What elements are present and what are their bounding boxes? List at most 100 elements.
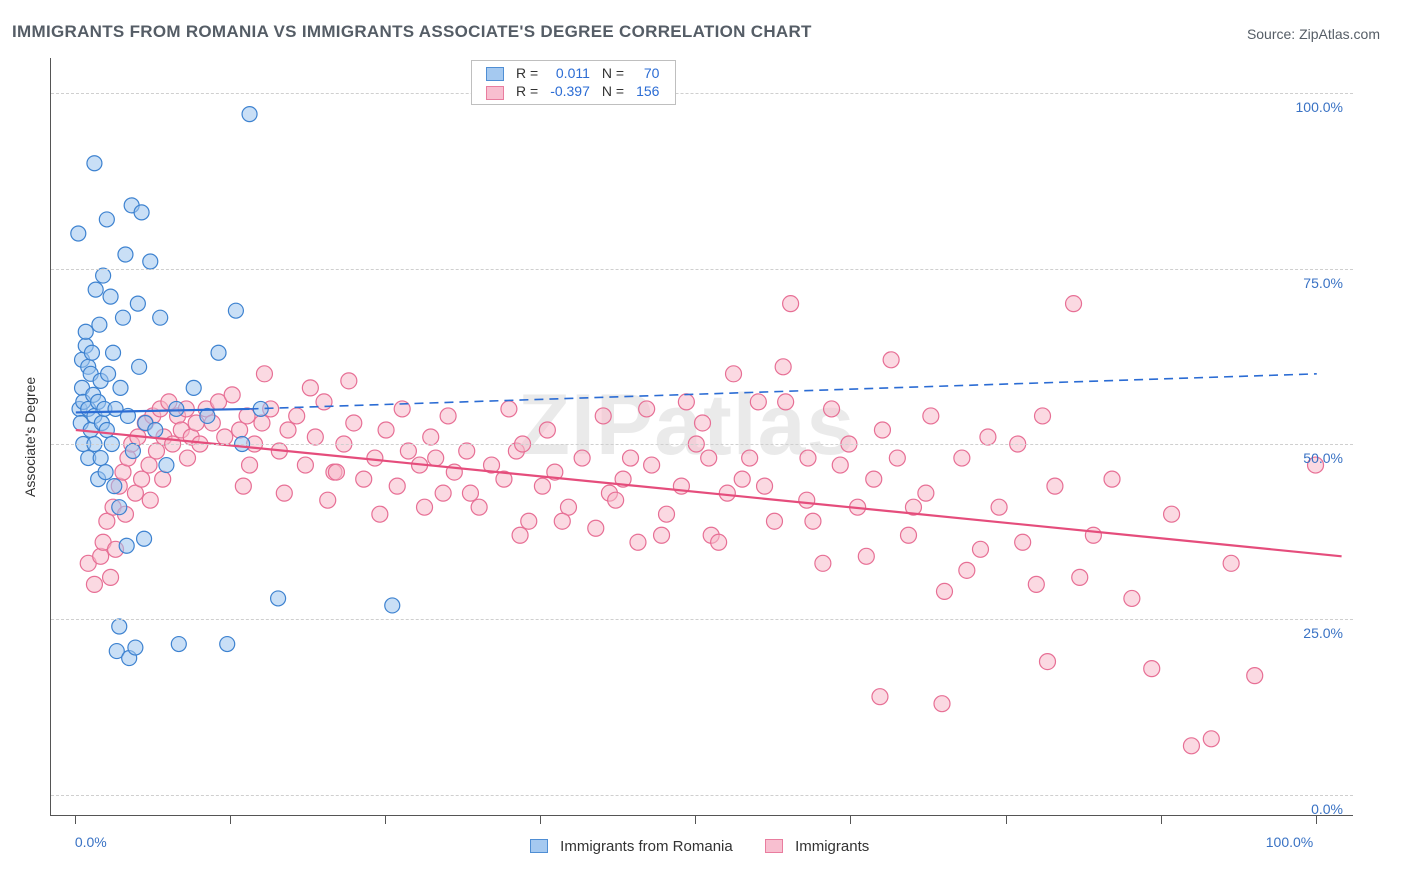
point-immigrants	[307, 429, 323, 445]
point-romania	[186, 380, 201, 395]
point-immigrants	[471, 499, 487, 515]
point-immigrants	[554, 513, 570, 529]
point-immigrants	[235, 478, 251, 494]
point-immigrants	[883, 352, 899, 368]
point-immigrants	[372, 506, 388, 522]
point-immigrants	[86, 576, 102, 592]
point-romania	[88, 282, 103, 297]
point-romania	[134, 205, 149, 220]
x-tick	[1006, 816, 1007, 824]
y-tick-label: 75.0%	[1303, 275, 1343, 291]
point-immigrants	[858, 548, 874, 564]
legend-n-value-romania: 70	[630, 64, 665, 82]
point-immigrants	[775, 359, 791, 375]
point-immigrants	[501, 401, 517, 417]
swatch-immigrants	[486, 86, 504, 100]
point-immigrants	[608, 492, 624, 508]
point-immigrants	[378, 422, 394, 438]
point-immigrants	[588, 520, 604, 536]
x-tick-label: 0.0%	[75, 834, 107, 850]
point-romania	[103, 289, 118, 304]
gridline-h	[51, 795, 1353, 796]
x-tick	[540, 816, 541, 824]
point-romania	[143, 254, 158, 269]
point-romania	[137, 531, 152, 546]
point-immigrants	[954, 450, 970, 466]
point-immigrants	[254, 415, 270, 431]
point-romania	[106, 345, 121, 360]
legend-row-immigrants: R = -0.397 N = 156	[480, 82, 665, 100]
point-immigrants	[815, 555, 831, 571]
point-immigrants	[574, 450, 590, 466]
point-romania	[242, 107, 257, 122]
point-immigrants	[991, 499, 1007, 515]
point-immigrants	[103, 569, 119, 585]
point-immigrants	[1164, 506, 1180, 522]
point-romania	[99, 212, 114, 227]
x-tick	[695, 816, 696, 824]
point-immigrants	[695, 415, 711, 431]
point-immigrants	[141, 457, 157, 473]
point-immigrants	[328, 464, 344, 480]
point-immigrants	[726, 366, 742, 382]
point-immigrants	[142, 492, 158, 508]
point-immigrants	[630, 534, 646, 550]
point-romania	[385, 598, 400, 613]
x-tick	[1316, 816, 1317, 824]
point-immigrants	[134, 471, 150, 487]
x-tick	[850, 816, 851, 824]
point-immigrants	[644, 457, 660, 473]
legend-n-label: N =	[596, 64, 630, 82]
point-immigrants	[428, 450, 444, 466]
point-immigrants	[1028, 576, 1044, 592]
point-romania	[87, 156, 102, 171]
point-immigrants	[389, 478, 405, 494]
point-romania	[112, 500, 127, 515]
point-romania	[113, 380, 128, 395]
point-immigrants	[217, 429, 233, 445]
source-attribution: Source: ZipAtlas.com	[1247, 26, 1380, 42]
point-immigrants	[534, 478, 550, 494]
point-immigrants	[799, 492, 815, 508]
point-romania	[153, 310, 168, 325]
point-romania	[171, 637, 186, 652]
point-romania	[271, 591, 286, 606]
chart-title: IMMIGRANTS FROM ROMANIA VS IMMIGRANTS AS…	[12, 22, 812, 42]
point-immigrants	[289, 408, 305, 424]
swatch-immigrants	[765, 839, 783, 853]
point-immigrants	[1085, 527, 1101, 543]
point-immigrants	[1035, 408, 1051, 424]
gridline-h	[51, 444, 1353, 445]
point-romania	[101, 366, 116, 381]
point-immigrants	[1247, 668, 1263, 684]
point-immigrants	[1072, 569, 1088, 585]
point-romania	[228, 303, 243, 318]
point-immigrants	[972, 541, 988, 557]
point-immigrants	[239, 408, 255, 424]
point-immigrants	[1039, 654, 1055, 670]
point-immigrants	[1047, 478, 1063, 494]
point-immigrants	[93, 548, 109, 564]
point-romania	[119, 538, 134, 553]
legend-row-romania: R = 0.011 N = 70	[480, 64, 665, 82]
point-immigrants	[934, 696, 950, 712]
scatter-svg	[51, 58, 1354, 816]
point-romania	[107, 479, 122, 494]
point-immigrants	[757, 478, 773, 494]
point-immigrants	[521, 513, 537, 529]
point-immigrants	[320, 492, 336, 508]
point-romania	[128, 640, 143, 655]
point-romania	[71, 226, 86, 241]
point-immigrants	[923, 408, 939, 424]
point-immigrants	[595, 408, 611, 424]
legend-item-immigrants: Immigrants	[765, 838, 869, 855]
point-immigrants	[417, 499, 433, 515]
x-tick	[230, 816, 231, 824]
point-immigrants	[232, 422, 248, 438]
point-immigrants	[734, 471, 750, 487]
point-immigrants	[1015, 534, 1031, 550]
point-immigrants	[435, 485, 451, 501]
point-immigrants	[423, 429, 439, 445]
point-immigrants	[276, 485, 292, 501]
point-immigrants	[1183, 738, 1199, 754]
